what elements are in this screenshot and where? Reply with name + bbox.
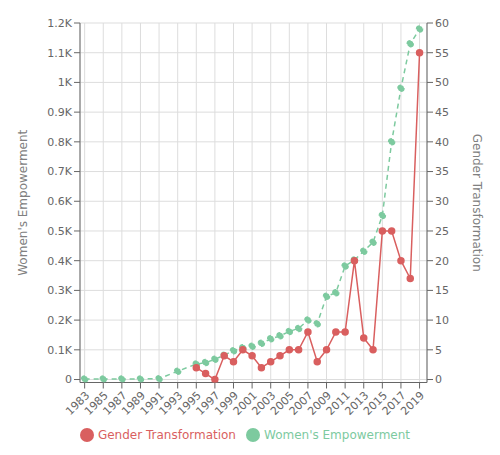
svg-text:60: 60 xyxy=(435,17,449,30)
svg-text:2015: 2015 xyxy=(361,389,390,418)
svg-text:2011: 2011 xyxy=(323,389,353,418)
svg-text:2009: 2009 xyxy=(305,389,335,418)
svg-text:0.7K: 0.7K xyxy=(47,165,72,178)
svg-text:55: 55 xyxy=(435,47,449,60)
svg-text:1985: 1985 xyxy=(81,389,111,418)
svg-text:0: 0 xyxy=(65,373,72,386)
html-text:Women's Empowerment: Women's Empowerment xyxy=(264,427,411,442)
svg-text:25: 25 xyxy=(435,225,449,238)
svg-text:30: 30 xyxy=(435,195,449,208)
svg-text:35: 35 xyxy=(435,165,449,178)
svg-text:1999: 1999 xyxy=(212,389,242,418)
svg-text:1995: 1995 xyxy=(174,389,204,418)
svg-text:1.2K: 1.2K xyxy=(47,17,72,30)
svg-text:45: 45 xyxy=(435,106,449,119)
svg-text:2017: 2017 xyxy=(379,389,409,418)
svg-text:1K: 1K xyxy=(58,76,73,89)
svg-text:2019: 2019 xyxy=(398,389,427,418)
svg-text:0.4K: 0.4K xyxy=(47,255,72,268)
svg-text:15: 15 xyxy=(435,284,449,297)
svg-text:0.3K: 0.3K xyxy=(47,284,72,297)
html-text:Gender Transformation: Gender Transformation xyxy=(97,427,236,442)
svg-text:Gender Transformation: Gender Transformation xyxy=(470,134,484,272)
svg-text:5: 5 xyxy=(435,344,442,357)
svg-text:0.1K: 0.1K xyxy=(47,344,72,357)
svg-text:0.9K: 0.9K xyxy=(47,106,72,119)
svg-text:0.2K: 0.2K xyxy=(47,314,72,327)
svg-text:2007: 2007 xyxy=(286,389,316,418)
svg-text:20: 20 xyxy=(435,255,449,268)
svg-text:1989: 1989 xyxy=(119,389,149,418)
svg-text:2013: 2013 xyxy=(342,389,372,418)
svg-text:1991: 1991 xyxy=(137,389,167,418)
svg-text:0.5K: 0.5K xyxy=(47,225,72,238)
svg-text:0.6K: 0.6K xyxy=(47,195,72,208)
svg-text:1993: 1993 xyxy=(156,389,186,418)
svg-text:2005: 2005 xyxy=(268,389,297,418)
svg-text:0: 0 xyxy=(435,373,442,386)
svg-text:1983: 1983 xyxy=(63,389,93,418)
svg-text:1987: 1987 xyxy=(100,389,130,418)
svg-text:0.8K: 0.8K xyxy=(47,136,72,149)
svg-text:2001: 2001 xyxy=(230,389,260,418)
svg-text:1.1K: 1.1K xyxy=(47,47,72,60)
svg-text:50: 50 xyxy=(435,76,449,89)
svg-text:10: 10 xyxy=(435,314,449,327)
svg-text:2003: 2003 xyxy=(249,389,279,418)
svg-text:Women's Empowerment: Women's Empowerment xyxy=(16,129,30,275)
svg-text:40: 40 xyxy=(435,136,449,149)
svg-text:1997: 1997 xyxy=(193,389,223,418)
